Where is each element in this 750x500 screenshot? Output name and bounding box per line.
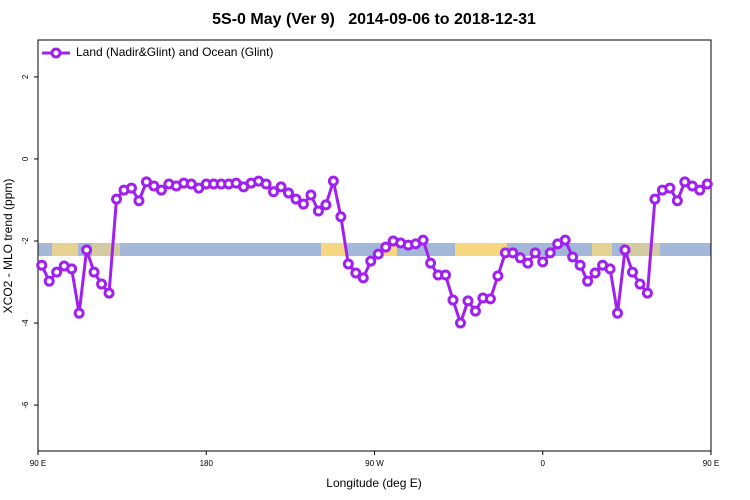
x-tick-label: 180 [200, 459, 214, 468]
data-point [626, 266, 638, 278]
data-point [81, 244, 93, 256]
data-point [335, 211, 347, 223]
data-point [559, 234, 571, 246]
data-point [649, 193, 661, 205]
legend-marker [50, 47, 62, 59]
data-point [103, 287, 115, 299]
data-point [111, 193, 123, 205]
data-point [357, 272, 369, 284]
data-point [492, 270, 504, 282]
data-point [125, 182, 137, 194]
data-point [43, 275, 55, 287]
data-point [574, 259, 586, 271]
data-point [440, 269, 452, 281]
data-point [701, 178, 713, 190]
data-point [484, 293, 496, 305]
legend: Land (Nadir&Glint) and Ocean (Glint) [42, 45, 273, 59]
data-point [365, 255, 377, 267]
data-point [544, 247, 556, 259]
data-point [469, 305, 481, 317]
data-point [51, 266, 63, 278]
data-point [522, 257, 534, 269]
data-point [454, 317, 466, 329]
x-tick-label: 90 W [365, 459, 384, 468]
data-point [694, 184, 706, 196]
data-point [260, 178, 272, 190]
data-point [320, 199, 332, 211]
data-point [537, 256, 549, 268]
data-point [671, 195, 683, 207]
chart-title: 5S-0 May (Ver 9) 2014-09-06 to 2018-12-3… [212, 11, 536, 28]
data-point [268, 186, 280, 198]
data-point [447, 294, 459, 306]
data-point [66, 263, 78, 275]
legend-label: Land (Nadir&Glint) and Ocean (Glint) [76, 45, 273, 59]
data-point [567, 251, 579, 263]
x-tick-label: 0 [541, 459, 546, 468]
data-point [664, 182, 676, 194]
data-point [582, 275, 594, 287]
data-point [380, 241, 392, 253]
data-point [641, 287, 653, 299]
data-point [417, 234, 429, 246]
data-point [283, 187, 295, 199]
data-point [350, 267, 362, 279]
data-point [589, 267, 601, 279]
data-point [312, 205, 324, 217]
x-axis-label: Longitude (deg E) [326, 476, 421, 490]
data-point [73, 307, 85, 319]
data-point [327, 175, 339, 187]
data-point [462, 295, 474, 307]
data-point [155, 184, 167, 196]
data-point [529, 247, 541, 259]
data-point [133, 195, 145, 207]
x-tick-label: 90 E [30, 459, 46, 468]
data-point [36, 259, 48, 271]
y-tick-label: -4 [21, 319, 30, 327]
data-point [372, 248, 384, 260]
data-point [342, 258, 354, 270]
data-point [634, 278, 646, 290]
data-point [305, 189, 317, 201]
y-tick-label: -6 [21, 401, 30, 409]
y-tick-label: 2 [21, 74, 30, 79]
data-point [425, 257, 437, 269]
data-point [290, 193, 302, 205]
y-axis-label: XCO2 - MLO trend (ppm) [1, 179, 15, 314]
data-point [604, 263, 616, 275]
x-tick-label: 90 E [703, 459, 719, 468]
data-point [514, 252, 526, 264]
data-point [619, 244, 631, 256]
y-tick-label: 0 [21, 156, 30, 161]
data-point [275, 181, 287, 193]
y-tick-label: -2 [21, 237, 30, 245]
data-point [297, 198, 309, 210]
data-point [612, 307, 624, 319]
data-point [507, 247, 519, 259]
data-point [96, 278, 108, 290]
data-point [88, 266, 100, 278]
